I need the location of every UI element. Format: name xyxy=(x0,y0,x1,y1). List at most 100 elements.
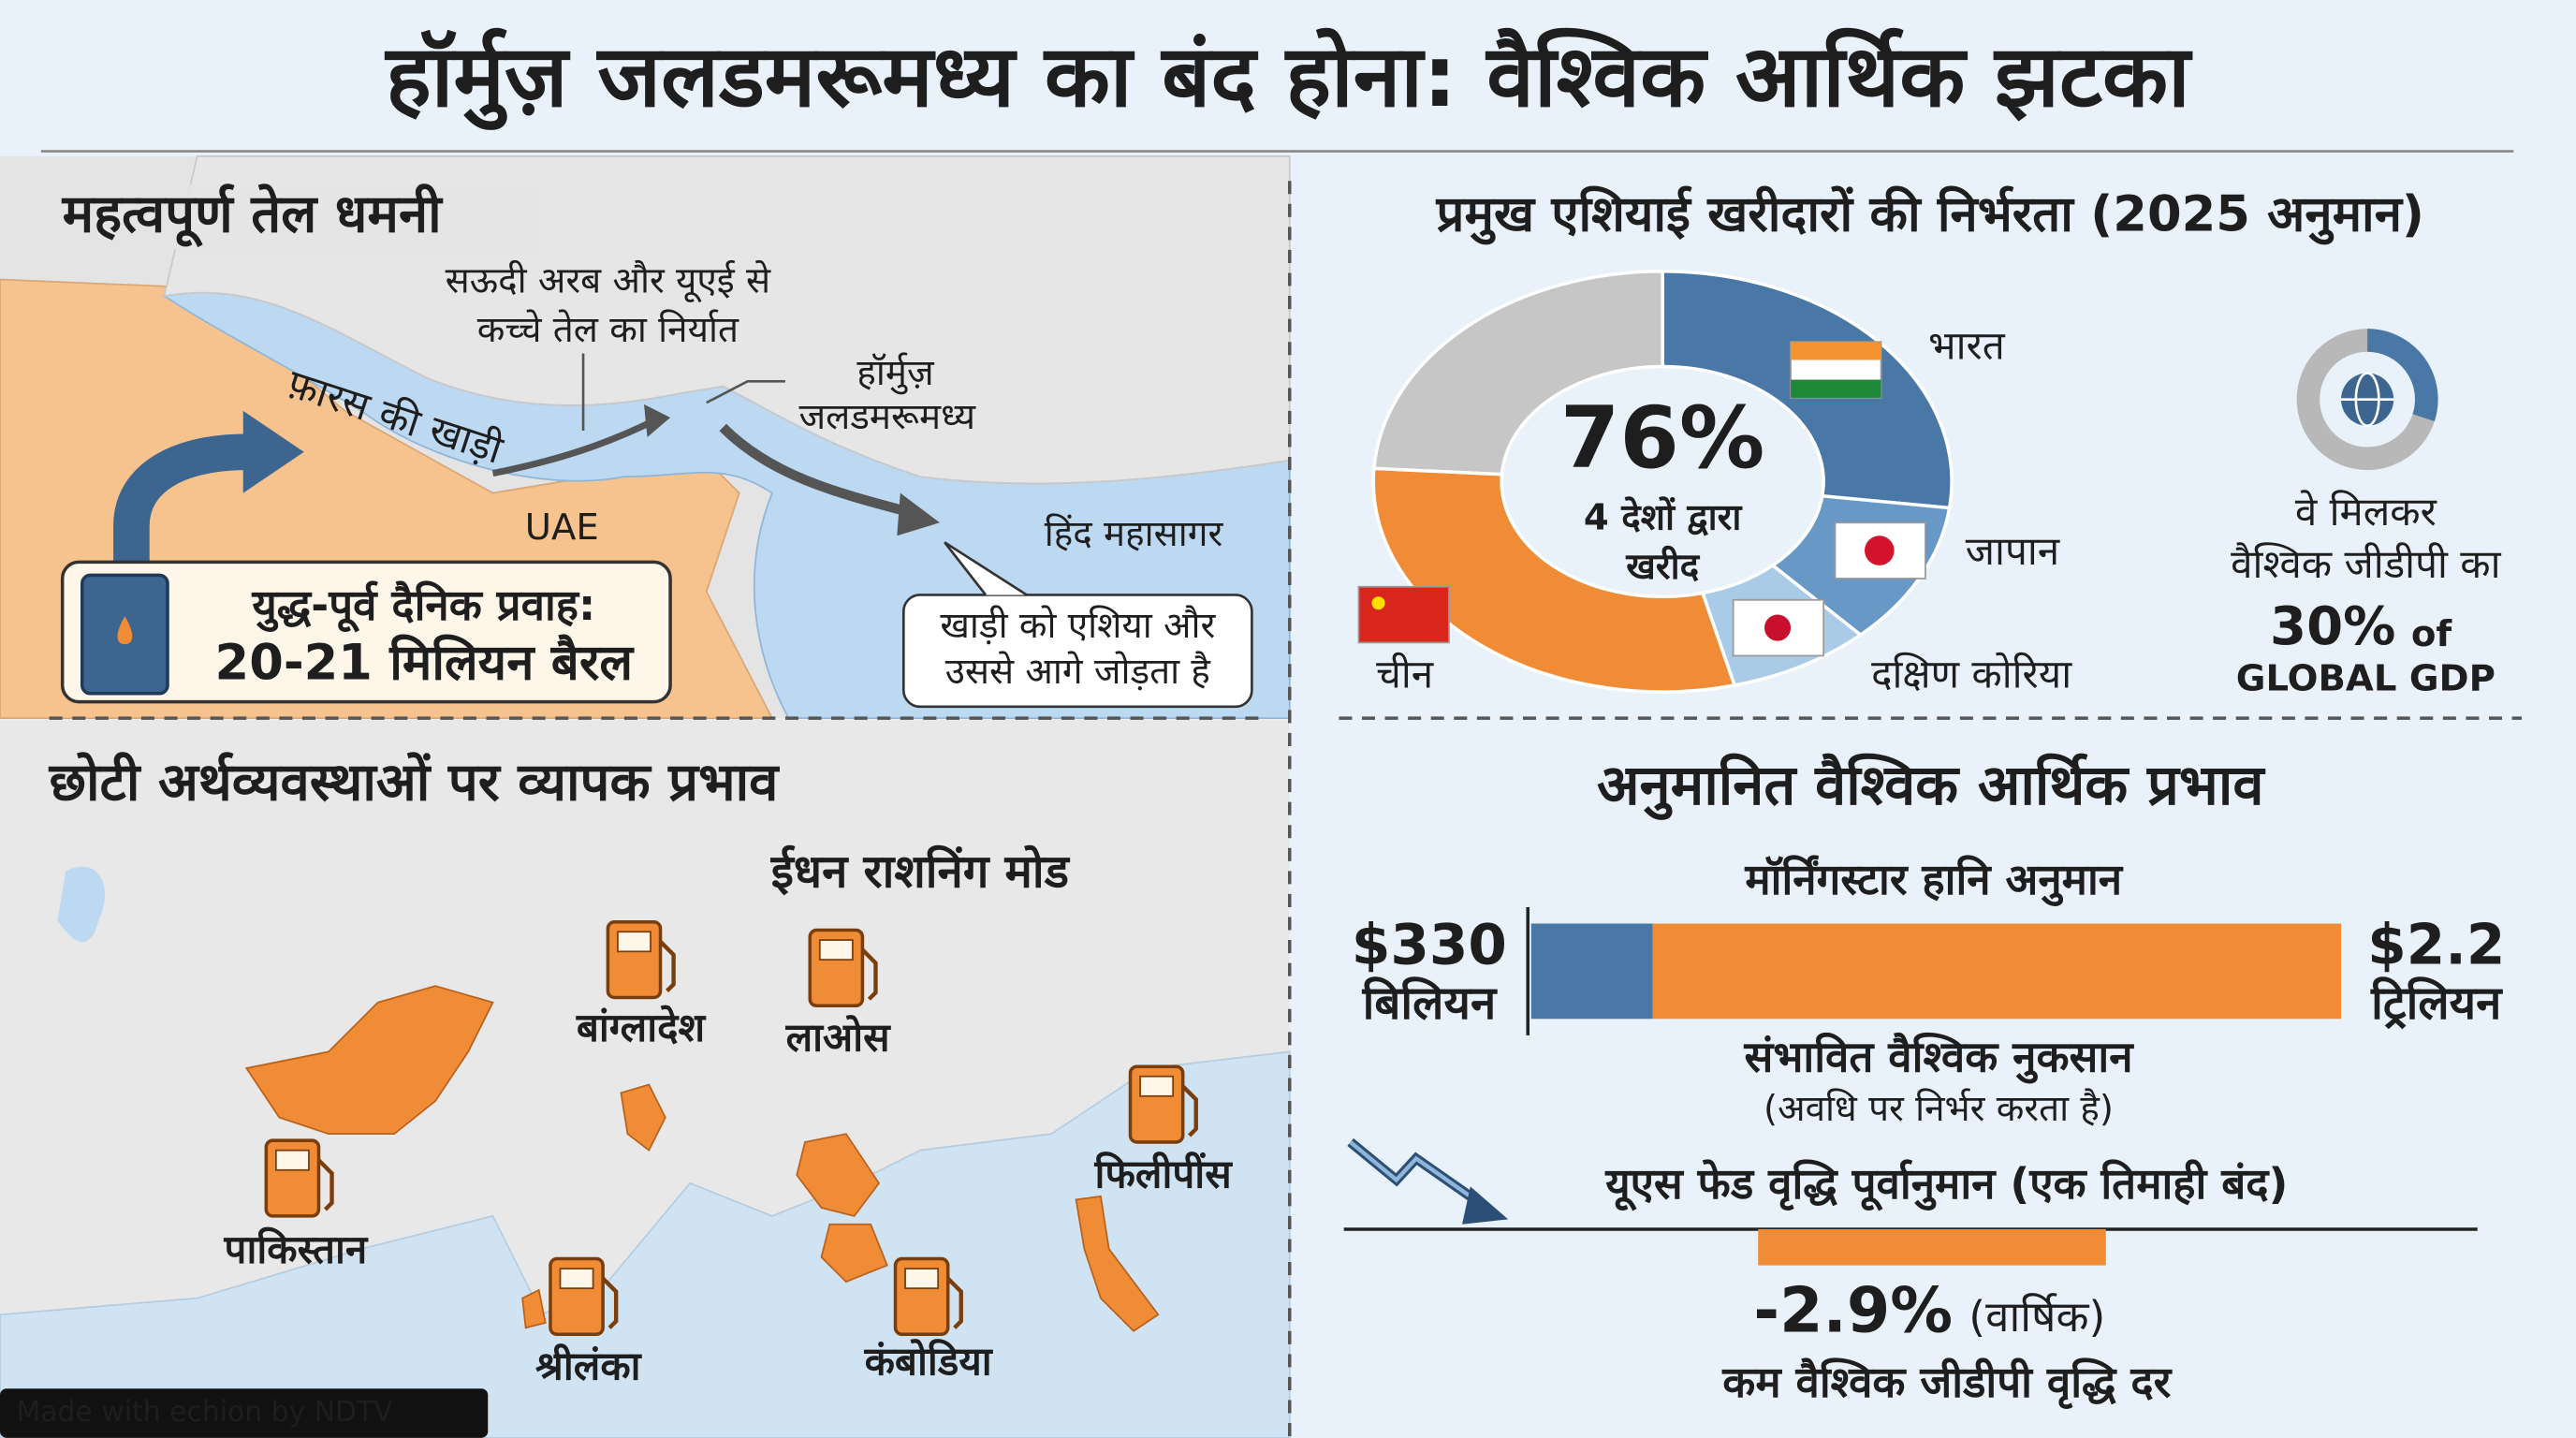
legend-label: भारत xyxy=(1928,323,2006,369)
export-arrow xyxy=(491,416,659,477)
center-value: 76% xyxy=(1560,388,1764,488)
pump-window xyxy=(617,931,651,953)
flag-band xyxy=(1791,342,1881,360)
strait-label: हॉर्मुज़ xyxy=(856,352,935,395)
link-note: उससे आगे जोड़ता है xyxy=(945,651,1212,693)
period-note: (वार्षिक) xyxy=(1969,1292,2105,1342)
gdp-ring-share xyxy=(2366,329,2438,421)
caption: संभावित वैश्विक नुकसान xyxy=(1744,1033,2135,1084)
route-arrow-head xyxy=(897,492,940,536)
legend-label: जापान xyxy=(1966,528,2060,574)
bar xyxy=(1758,1228,2106,1266)
pump-hose xyxy=(316,1158,334,1211)
pump-window xyxy=(274,1149,310,1171)
caption: कम वैश्विक जीडीपी वृद्धि दर xyxy=(1721,1357,2173,1409)
heading-bg xyxy=(49,183,543,250)
legend-label: दक्षिण कोरिया xyxy=(1871,652,2072,697)
link-box xyxy=(901,594,1253,709)
fuel-pump-icon xyxy=(1128,1064,1198,1144)
gdp-footer: GLOBAL GDP xyxy=(2236,657,2496,699)
value-label: $2.2 xyxy=(2367,913,2505,977)
caspian-sea xyxy=(57,866,106,943)
supply-arrow xyxy=(113,433,247,576)
fuel-pump-icon xyxy=(606,920,676,1000)
fuel-pump-icon xyxy=(808,928,878,1008)
pump-hose xyxy=(658,940,676,993)
mode-label: ईधन राशनिंग मोड xyxy=(770,844,1071,898)
flag-band xyxy=(1791,379,1881,398)
footer-badge xyxy=(0,1388,489,1438)
country-label: फिलीपींस xyxy=(1094,1151,1234,1196)
decline-arrow-fill xyxy=(1349,1140,1488,1210)
country-label: लाओस xyxy=(785,1015,892,1061)
chart-title: अनुमानित वैश्विक आर्थिक प्रभाव xyxy=(1597,753,2265,820)
fuel-pump-icon xyxy=(549,1256,619,1337)
strait-label: जलडमरूमध्य xyxy=(798,396,975,438)
pump-hose xyxy=(601,1277,619,1329)
gdp-text: वैश्विक जीडीपी का xyxy=(2231,541,2501,587)
bar-segment xyxy=(1530,923,1653,1020)
center-text: 4 देशों द्वारा xyxy=(1584,495,1743,538)
link-pointer xyxy=(944,541,1028,596)
caption: (अवधि पर निर्भर करता है) xyxy=(1764,1088,2114,1130)
ocean-label: हिंद महासागर xyxy=(1045,513,1224,555)
pump-window xyxy=(559,1268,594,1290)
pump-hose xyxy=(1181,1084,1198,1137)
pump-window xyxy=(904,1268,940,1290)
country-label: कंबोडिया xyxy=(864,1338,994,1384)
flag-star xyxy=(1371,596,1385,610)
chart-title: यूएस फेड वृद्धि पूर्वानुमान (एक तिमाही ब… xyxy=(1604,1159,2288,1211)
flag xyxy=(1357,585,1450,644)
philippines-shape xyxy=(1075,1195,1160,1332)
fuel-pump-icon xyxy=(893,1256,963,1337)
flow-label: युद्ध-पूर्व दैनिक प्रवाह: xyxy=(251,580,595,633)
page-title: हॉर्मुज़ जलडमरूमध्य का बंद होना: वैश्विक… xyxy=(384,26,2193,130)
fuel-pump-icon xyxy=(264,1138,334,1218)
flow-box xyxy=(60,560,672,704)
legend-label: चीन xyxy=(1376,652,1434,697)
flag-disc xyxy=(1865,536,1895,565)
srilanka-shape xyxy=(521,1288,547,1329)
section-heading: महत्वपूर्ण तेल धमनी xyxy=(62,183,444,247)
country-label: श्रीलंका xyxy=(535,1343,643,1389)
link-note: खाड़ी को एशिया और xyxy=(940,605,1216,647)
export-note: कच्चे तेल का निर्यात xyxy=(477,309,739,351)
cambodia-shape xyxy=(820,1223,888,1284)
pakistan-shape xyxy=(244,985,494,1136)
export-note: सऊदी अरब और यूएई से xyxy=(446,260,771,303)
section-heading: छोटी अर्थव्यवस्थाओं पर व्यापक प्रभाव xyxy=(49,752,780,814)
pump-hose xyxy=(860,948,878,1001)
leader xyxy=(706,380,785,404)
value-label: $330 xyxy=(1352,913,1507,977)
chart-title: प्रमुख एशियाई खरीदारों की निर्भरता (2025… xyxy=(1436,185,2424,244)
pump-window xyxy=(1139,1075,1175,1097)
pump-hose xyxy=(946,1277,963,1329)
pump-window xyxy=(818,939,854,961)
unit-label: ट्रिलियन xyxy=(2370,976,2503,1030)
footer-text: Made with echion by NDTV xyxy=(17,1396,394,1429)
donut-segment xyxy=(1371,466,1737,694)
bangladesh-shape xyxy=(620,1083,666,1152)
gdp-text: वे मिलकर xyxy=(2295,489,2437,535)
flow-value: 20-21 मिलियन बैरल xyxy=(215,635,636,692)
supply-arrow-head xyxy=(242,410,304,493)
flag-disc xyxy=(1764,614,1792,641)
value-label: -2.9% xyxy=(1753,1273,1953,1346)
donut-segment xyxy=(1371,269,1664,477)
gdp-suffix: of xyxy=(2411,613,2453,655)
chart-subtitle: मॉर्निंगस्टार हानि अनुमान xyxy=(1744,855,2123,906)
oil-drop xyxy=(117,616,133,645)
decline-arrow-head xyxy=(1462,1186,1509,1225)
country-label: बांग्लादेश xyxy=(576,1005,707,1050)
uae-label: UAE xyxy=(525,506,599,549)
center-text: खरीद xyxy=(1625,545,1700,588)
laos-shape xyxy=(796,1133,881,1217)
bar-segment xyxy=(1652,923,2342,1020)
gdp-value: 30% xyxy=(2270,596,2395,657)
export-arrow-head xyxy=(644,404,671,437)
route-arrow xyxy=(719,423,914,518)
unit-label: बिलियन xyxy=(1362,976,1498,1030)
country-label: पाकिस्तान xyxy=(224,1226,369,1272)
